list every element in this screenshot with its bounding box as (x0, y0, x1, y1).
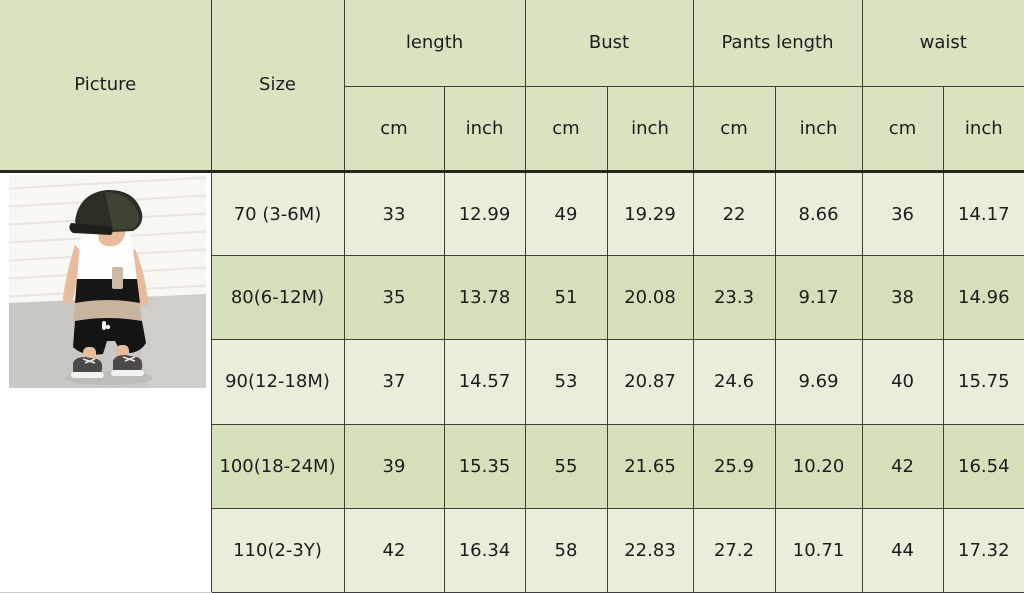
value-cell: 42 (343, 507, 445, 593)
value-cell: 15.35 (443, 423, 526, 509)
value-cell: 21.65 (606, 423, 694, 509)
value-cell: 36 (861, 170, 944, 257)
unit-header-pants-inch: inch (774, 85, 863, 173)
product-photo-cell (0, 170, 212, 593)
value-cell: 10.71 (774, 507, 863, 593)
value-cell: 13.78 (443, 255, 526, 341)
group-header-pants-length: Pants length (692, 0, 863, 87)
value-cell: 22.83 (606, 507, 694, 593)
value-cell: 55 (524, 423, 608, 509)
group-header-bust: Bust (524, 0, 694, 87)
value-cell: 27.2 (692, 507, 776, 593)
value-cell: 58 (524, 507, 608, 593)
value-cell: 37 (343, 339, 445, 425)
unit-header-bust-inch: inch (606, 85, 694, 173)
table-row: 100(18-24M) 39 15.35 55 21.65 25.9 10.20… (0, 423, 1024, 509)
value-cell: 16.54 (942, 423, 1024, 509)
size-column-header: Size (211, 0, 345, 173)
table-row: 110(2-3Y) 42 16.34 58 22.83 27.2 10.71 4… (0, 507, 1024, 593)
value-cell: 33 (343, 170, 445, 257)
value-cell: 39 (343, 423, 445, 509)
value-cell: 53 (524, 339, 608, 425)
value-cell: 24.6 (692, 339, 776, 425)
value-cell: 9.17 (774, 255, 863, 341)
value-cell: 14.57 (443, 339, 526, 425)
value-cell: 20.87 (606, 339, 694, 425)
unit-header-length-inch: inch (443, 85, 526, 173)
value-cell: 49 (524, 170, 608, 257)
value-cell: 9.69 (774, 339, 863, 425)
value-cell: 17.32 (942, 507, 1024, 593)
value-cell: 35 (343, 255, 445, 341)
picture-column-header: Picture (0, 0, 212, 173)
value-cell: 14.96 (942, 255, 1024, 341)
value-cell: 20.08 (606, 255, 694, 341)
size-cell: 110(2-3Y) (210, 507, 345, 593)
value-cell: 25.9 (692, 423, 776, 509)
value-cell: 16.34 (443, 507, 526, 593)
value-cell: 51 (524, 255, 608, 341)
table-row: 70 (3-6M) 33 12.99 49 19.29 22 8.66 36 1… (0, 170, 1024, 593)
size-cell: 80(6-12M) (210, 255, 345, 341)
group-header-length: length (343, 0, 526, 87)
value-cell: 19.29 (606, 170, 694, 257)
value-cell: 12.99 (443, 170, 526, 257)
table-row: 90(12-18M) 37 14.57 53 20.87 24.6 9.69 4… (0, 339, 1024, 425)
value-cell: 8.66 (774, 170, 863, 257)
size-cell: 70 (3-6M) (210, 170, 345, 257)
unit-header-waist-cm: cm (861, 85, 944, 173)
unit-header-pants-cm: cm (692, 85, 776, 173)
value-cell: 38 (861, 255, 944, 341)
value-cell: 14.17 (942, 170, 1024, 257)
value-cell: 42 (861, 423, 944, 509)
value-cell: 22 (692, 170, 776, 257)
value-cell: 44 (861, 507, 944, 593)
unit-header-waist-inch: inch (942, 85, 1024, 173)
size-cell: 90(12-18M) (210, 339, 345, 425)
unit-header-bust-cm: cm (524, 85, 608, 173)
value-cell: 15.75 (942, 339, 1024, 425)
value-cell: 10.20 (774, 423, 863, 509)
unit-header-length-cm: cm (343, 85, 445, 173)
value-cell: 40 (861, 339, 944, 425)
table-row: 80(6-12M) 35 13.78 51 20.08 23.3 9.17 38… (0, 255, 1024, 341)
group-header-waist: waist (861, 0, 1024, 87)
value-cell: 23.3 (692, 255, 776, 341)
size-cell: 100(18-24M) (210, 423, 345, 509)
toddler-outfit-photo (9, 174, 206, 388)
